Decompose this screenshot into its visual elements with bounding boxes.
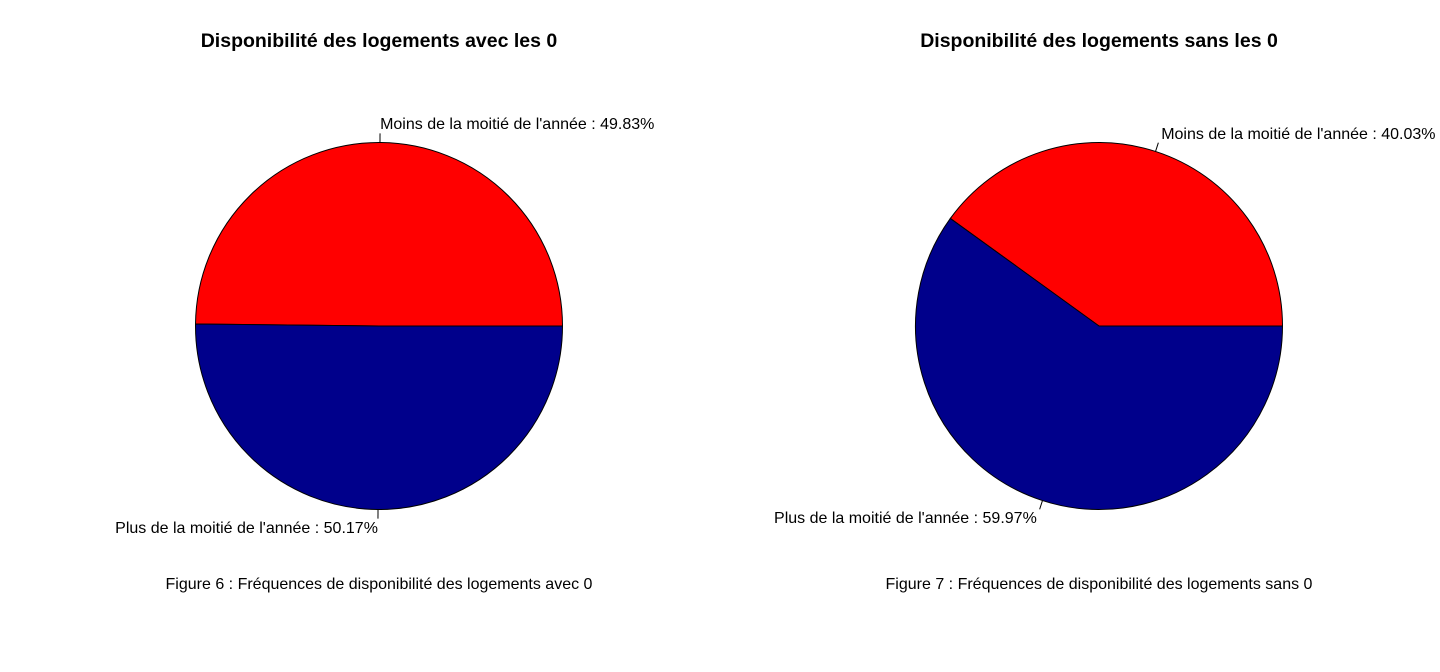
pie-labels: Moins de la moitié de l'année : 40.03% Pl… bbox=[774, 126, 1436, 527]
label-leader-line bbox=[1039, 500, 1043, 510]
pie-labels: Moins de la moitié de l'année : 49.83% Pl… bbox=[115, 116, 654, 537]
pie-slice bbox=[915, 217, 1284, 510]
pie-slices bbox=[915, 142, 1284, 510]
slice-label: Moins de la moitié de l'année : 40.03% bbox=[1161, 126, 1435, 143]
slice-label: Plus de la moitié de l'année : 50.17% bbox=[115, 520, 378, 537]
pie-slice bbox=[949, 142, 1284, 327]
pie-slices bbox=[195, 142, 564, 510]
pie-chart-with-zeros: Disponibilité des logements avec les 0 M… bbox=[115, 30, 654, 593]
figure-caption: Figure 6 : Fréquences de disponibilité d… bbox=[166, 576, 593, 593]
chart-title: Disponibilité des logements sans les 0 bbox=[920, 30, 1278, 52]
chart-title: Disponibilité des logements avec les 0 bbox=[201, 30, 558, 52]
slice-label: Moins de la moitié de l'année : 49.83% bbox=[380, 116, 654, 133]
pie-slice bbox=[195, 323, 564, 510]
label-leader-line bbox=[1155, 142, 1159, 152]
figure-caption: Figure 7 : Fréquences de disponibilité d… bbox=[886, 576, 1313, 593]
slice-label: Plus de la moitié de l'année : 59.97% bbox=[774, 510, 1037, 527]
pie-chart-without-zeros: Disponibilité des logements sans les 0 M… bbox=[774, 30, 1436, 593]
pie-slice bbox=[195, 142, 564, 327]
